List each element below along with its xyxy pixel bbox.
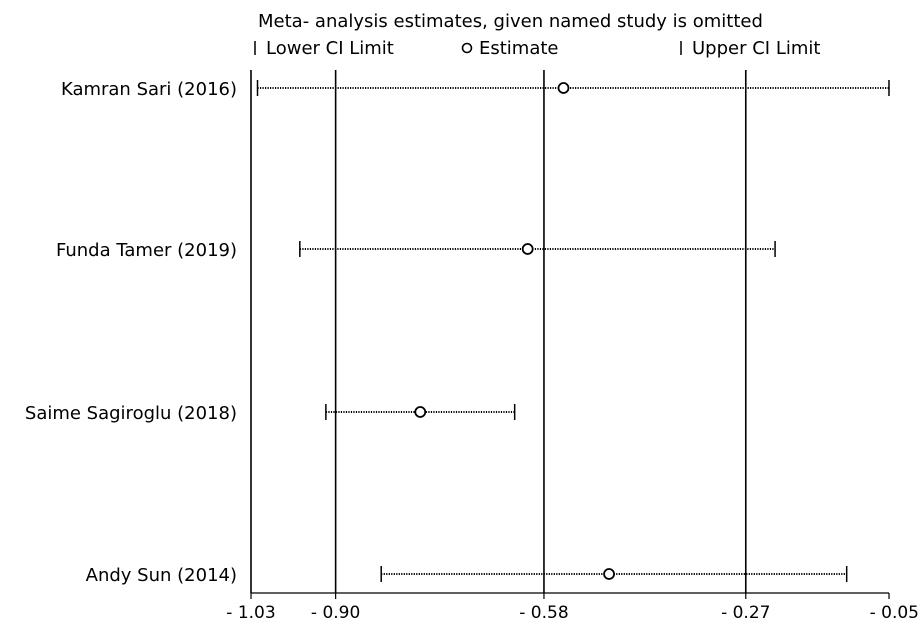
reference-lines bbox=[250, 70, 747, 593]
study-label: Andy Sun (2014) bbox=[86, 565, 237, 586]
legend: Lower CI Limit Estimate Upper CI Limit bbox=[254, 38, 820, 59]
study-label: Kamran Sari (2016) bbox=[61, 79, 237, 100]
legend-estimate-label: Estimate bbox=[479, 38, 559, 59]
x-tick-label: - 0.27 bbox=[721, 603, 770, 623]
legend-lower-ci-label: Lower CI Limit bbox=[266, 38, 394, 59]
x-tick-label: - 1.03 bbox=[226, 603, 275, 623]
estimate-marker bbox=[414, 406, 427, 418]
estimate-marker bbox=[557, 82, 570, 94]
x-tick-label: - 0.90 bbox=[311, 603, 360, 623]
chart-title: Meta- analysis estimates, given named st… bbox=[258, 11, 763, 32]
legend-upper-ci-label: Upper CI Limit bbox=[692, 38, 820, 59]
study-rows: Kamran Sari (2016) Funda Tamer (2019) Saim… bbox=[25, 79, 890, 586]
study-row: Kamran Sari (2016) bbox=[61, 79, 890, 100]
legend-estimate-marker bbox=[461, 42, 473, 54]
x-tick-label: - 0.58 bbox=[519, 603, 568, 623]
estimate-marker bbox=[521, 243, 534, 255]
study-label: Funda Tamer (2019) bbox=[56, 240, 237, 261]
study-label: Saime Sagiroglu (2018) bbox=[25, 403, 237, 424]
x-tick-label: - 0.05 bbox=[870, 603, 919, 623]
x-axis-ticks: - 1.03 - 0.90 - 0.58 - 0.27 - 0.05 bbox=[226, 593, 919, 623]
study-row: Andy Sun (2014) bbox=[86, 565, 848, 586]
study-row: Saime Sagiroglu (2018) bbox=[25, 403, 516, 424]
chart-title-group: Meta- analysis estimates, given named st… bbox=[258, 11, 763, 32]
study-row: Funda Tamer (2019) bbox=[56, 240, 776, 261]
estimate-marker bbox=[603, 568, 615, 580]
